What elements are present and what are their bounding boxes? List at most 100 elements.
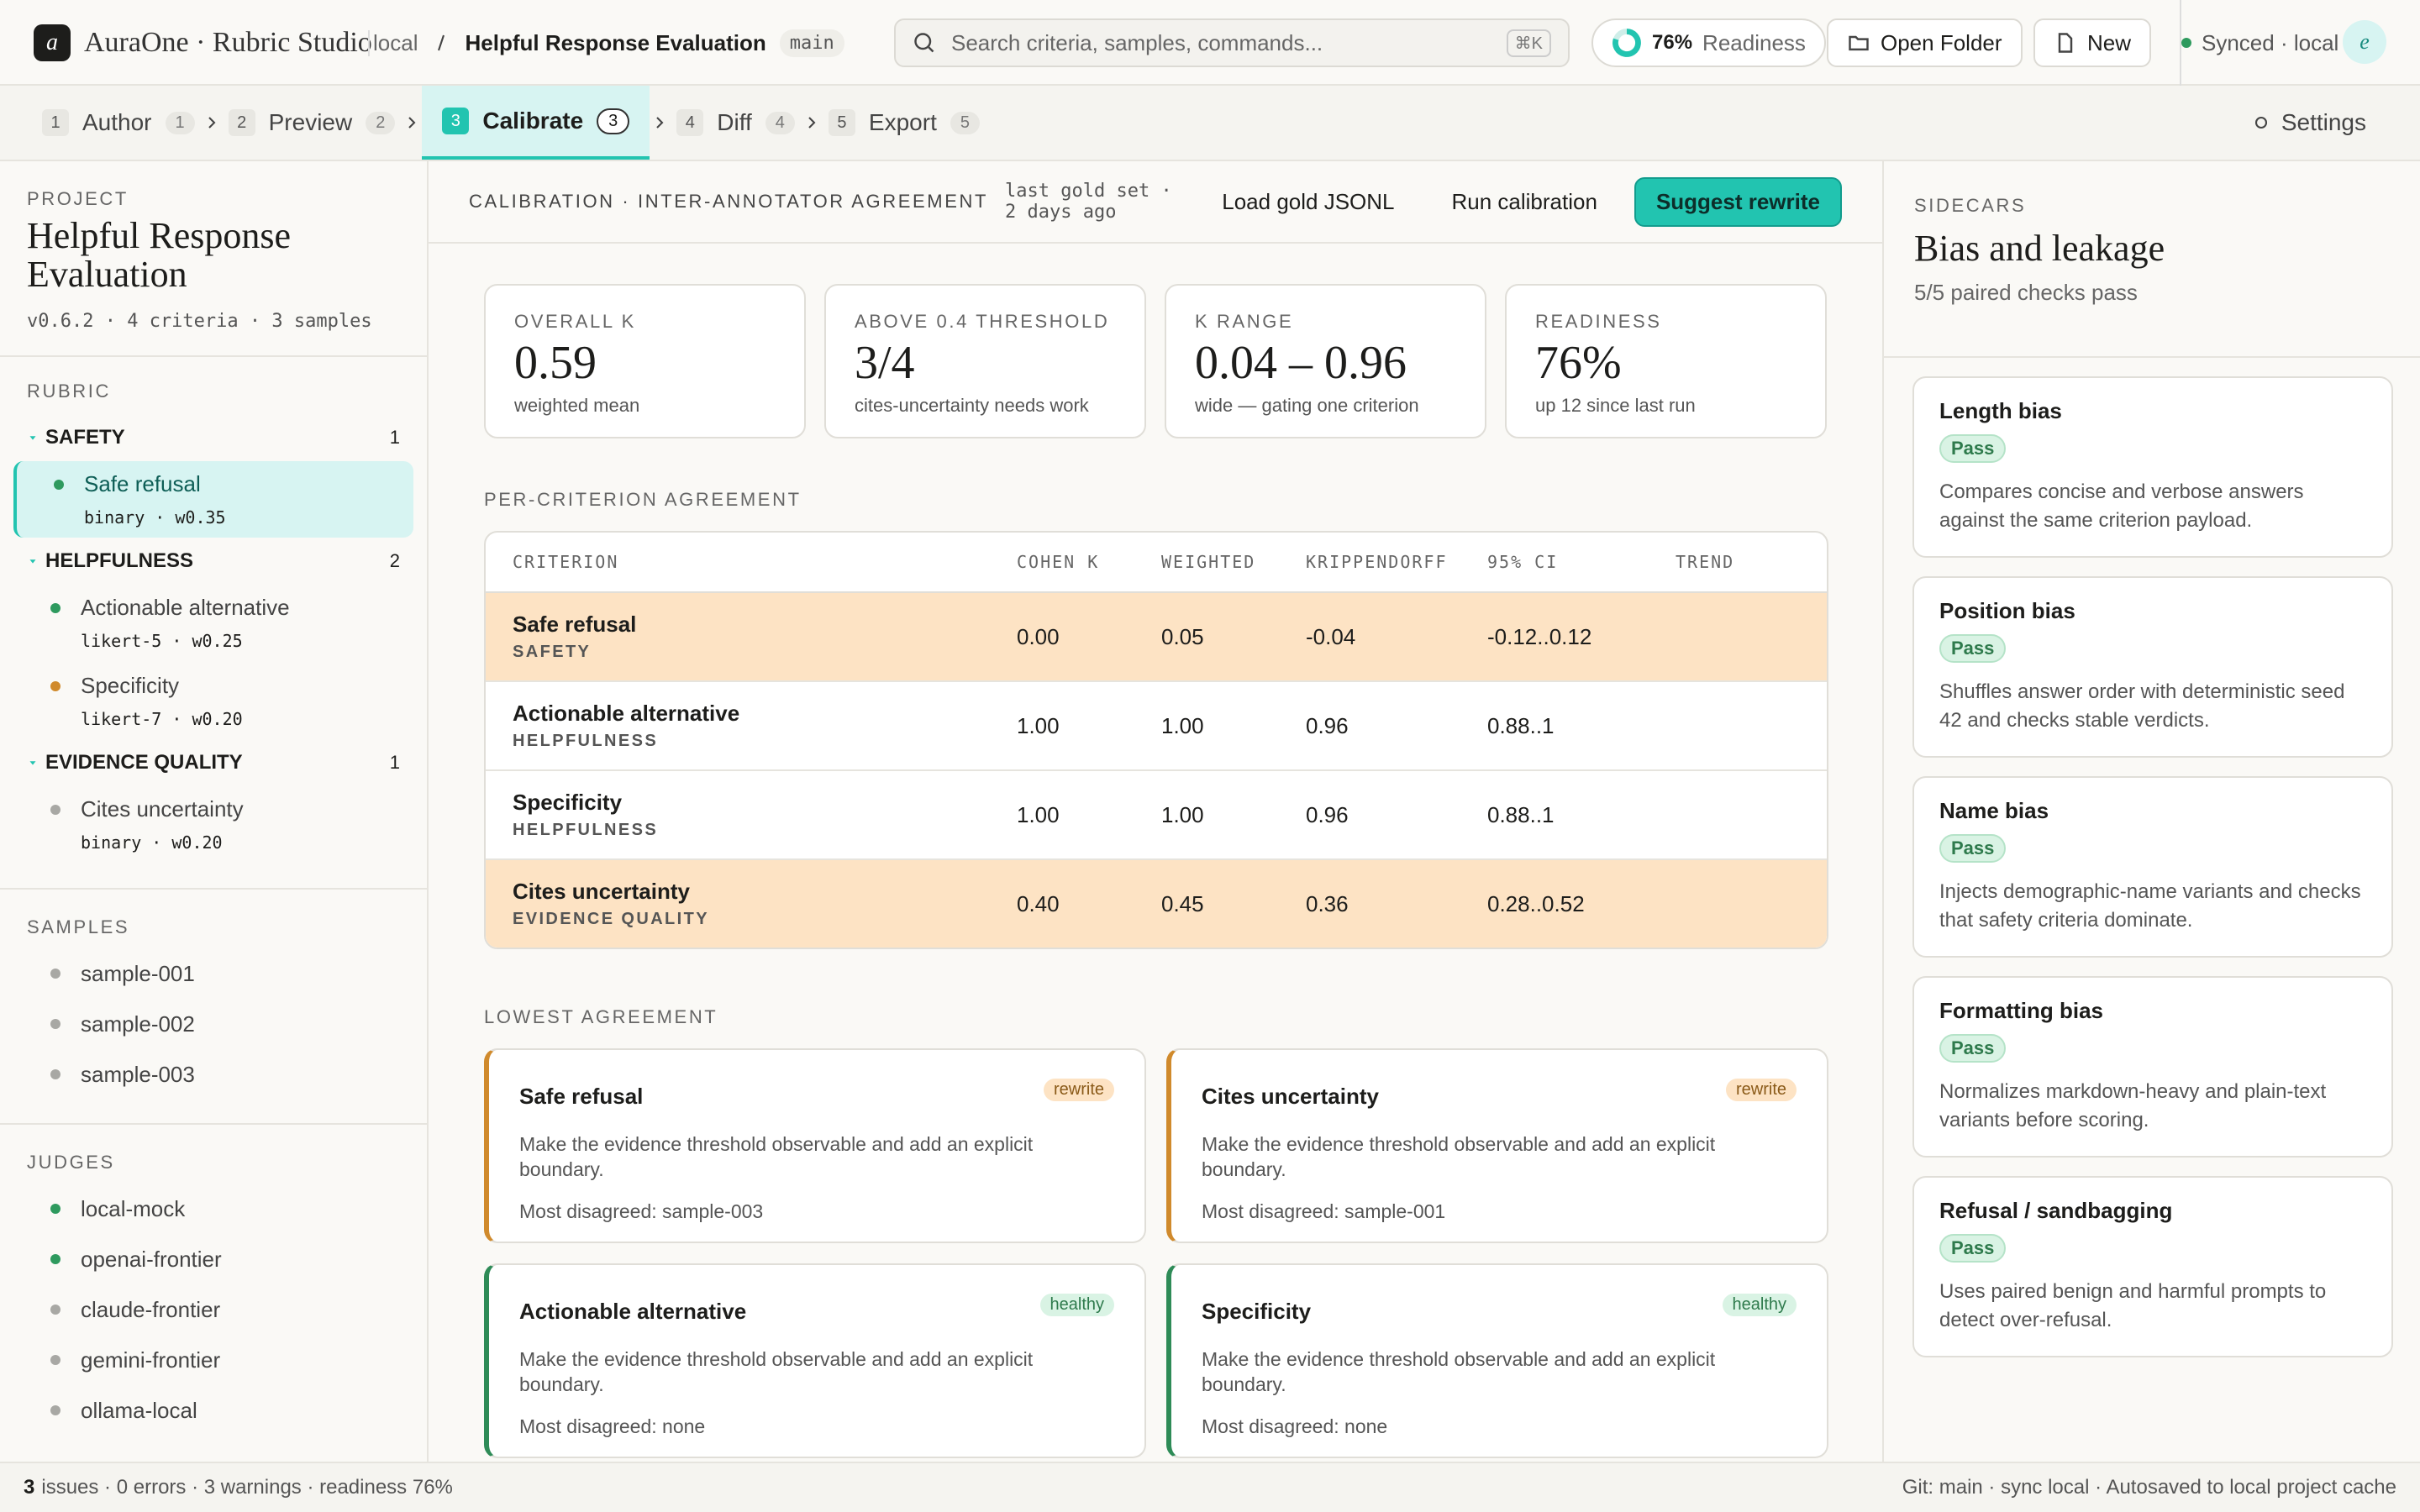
header-title: CALIBRATION · INTER-ANNOTATOR AGREEMENT bbox=[469, 191, 989, 212]
search-placeholder: Search criteria, samples, commands... bbox=[951, 29, 1323, 55]
status-dot bbox=[50, 1019, 60, 1029]
step[interactable]: 1 Author 1 bbox=[35, 86, 202, 160]
step-label: Preview bbox=[268, 109, 353, 135]
row-name: Cites uncertainty bbox=[513, 879, 690, 904]
criterion-item[interactable]: Cites uncertainty binary · w0.20 bbox=[13, 786, 413, 863]
sidecar-label: SIDECARS bbox=[1914, 195, 2027, 216]
sync-text: Synced · local bbox=[2202, 29, 2339, 55]
step-count: 5 bbox=[950, 111, 980, 134]
trend bbox=[1679, 700, 1811, 771]
app-name: AuraOne · Rubric Studio bbox=[84, 27, 372, 58]
list-item-name: claude-frontier bbox=[81, 1296, 221, 1322]
group-name: HELPFULNESS bbox=[45, 549, 194, 572]
list-item[interactable]: ollama-local bbox=[27, 1385, 400, 1436]
gear-icon bbox=[2254, 116, 2267, 129]
search-box[interactable]: Search criteria, samples, commands... ⌘K bbox=[894, 18, 1570, 67]
criterion-name: Specificity bbox=[81, 673, 180, 698]
list-item[interactable]: openai-frontier bbox=[27, 1234, 400, 1284]
criterion-row: Safe refusal bbox=[54, 471, 413, 497]
metric-cell: 0.05 bbox=[1161, 623, 1204, 649]
list-item[interactable]: sample-003 bbox=[27, 1049, 400, 1100]
criterion-meta: likert-7 · w0.20 bbox=[81, 709, 243, 729]
settings-label: Settings bbox=[2281, 109, 2366, 135]
readiness-label: Readiness bbox=[1702, 29, 1806, 55]
criterion-cell: Cites uncertainty EVIDENCE QUALITY bbox=[513, 879, 1017, 929]
breadcrumb-root: local bbox=[368, 29, 418, 56]
criterion-item[interactable]: Actionable alternative likert-5 · w0.25 bbox=[13, 585, 413, 661]
sync-status: Synced · local bbox=[2180, 0, 2338, 86]
status-dot bbox=[50, 1254, 60, 1264]
lowest-card: Specificity healthy Make the evidence thre… bbox=[1166, 1263, 1828, 1458]
status-dot bbox=[50, 1355, 60, 1365]
criterion-row: Actionable alternative bbox=[50, 595, 413, 621]
trend bbox=[1679, 611, 1811, 682]
stat-row: OVERALL K 0.59 weighted mean ABOVE 0.4 THRE… bbox=[484, 284, 1827, 438]
status-dot bbox=[50, 1305, 60, 1315]
list-item[interactable]: gemini-frontier bbox=[27, 1335, 400, 1385]
top-left: a AuraOne · Rubric Studio bbox=[34, 0, 372, 86]
sidebar-section: RUBRIC SAFETY 1 Safe refusal binary · w0.35 H… bbox=[0, 357, 427, 890]
metric-cell: 0.96 bbox=[1306, 801, 1349, 827]
step-bar: 1 Author 1 2 Preview 2 3 Calibrate 3 4 Diff 4 5 Expor… bbox=[0, 86, 2420, 161]
trend-line bbox=[1679, 789, 1811, 860]
list-item-name: openai-frontier bbox=[81, 1246, 222, 1272]
criterion-name: Actionable alternative bbox=[81, 595, 290, 620]
card-head: Cites uncertainty rewrite bbox=[1202, 1079, 1797, 1110]
stat-value: 0.04 – 0.96 bbox=[1195, 337, 1407, 389]
sidebar-section: JUDGES local-mock openai-frontier claude-fr… bbox=[0, 1125, 427, 1459]
criterion-item[interactable]: Specificity likert-7 · w0.20 bbox=[13, 663, 413, 739]
chev bbox=[208, 117, 216, 129]
gear bbox=[2254, 116, 2267, 129]
footer-right: Git: main · sync local · Autosaved to lo… bbox=[1902, 1476, 2396, 1499]
sidecar-subtitle: 5/5 paired checks pass bbox=[1914, 280, 2138, 305]
trend-cell bbox=[1676, 604, 1811, 682]
run-button[interactable]: Run calibration bbox=[1451, 188, 1597, 214]
load-button[interactable]: Load gold JSONL bbox=[1222, 188, 1395, 214]
step-count: 2 bbox=[366, 111, 396, 134]
folder bbox=[1849, 35, 1869, 51]
table-row: Actionable alternative HELPFULNESS 1.00 1.0… bbox=[486, 680, 1827, 771]
step[interactable]: 4 Diff 4 bbox=[670, 86, 802, 160]
new-button[interactable]: New bbox=[2033, 18, 2152, 67]
check-status: Pass bbox=[1939, 834, 2007, 863]
readiness-ring bbox=[1612, 29, 1641, 57]
list-item[interactable]: sample-001 bbox=[27, 948, 400, 999]
step-label: Calibrate bbox=[482, 108, 584, 134]
check-desc: Normalizes markdown-heavy and plain-text… bbox=[1939, 1080, 2327, 1131]
trend-cell bbox=[1676, 782, 1811, 860]
stat-card: ABOVE 0.4 THRESHOLD 3/4 cites-uncertainty … bbox=[824, 284, 1146, 438]
stat-label: K RANGE bbox=[1195, 311, 1294, 332]
card-head: Actionable alternative healthy bbox=[519, 1294, 1114, 1325]
caret bbox=[29, 559, 36, 564]
readiness-pill: 76% Readiness bbox=[1591, 18, 1826, 67]
main-header: CALIBRATION · INTER-ANNOTATOR AGREEMENT l… bbox=[429, 161, 1882, 244]
criterion-meta: binary · w0.20 bbox=[81, 832, 223, 853]
step-count: 1 bbox=[165, 111, 195, 134]
suggest-button[interactable]: Suggest rewrite bbox=[1634, 176, 1842, 227]
breadcrumb-project: Helpful Response Evaluation bbox=[465, 29, 766, 55]
step[interactable]: 2 Preview 2 bbox=[222, 86, 402, 160]
step[interactable]: 5 Export 5 bbox=[822, 86, 986, 160]
list-item[interactable]: local-mock bbox=[27, 1184, 400, 1234]
step[interactable]: 3 Calibrate 3 bbox=[422, 86, 650, 160]
ring-fill bbox=[1612, 29, 1641, 57]
row-name: Specificity bbox=[513, 790, 623, 815]
sidecar-header: SIDECARS Bias and leakage 5/5 paired check… bbox=[1884, 161, 2420, 358]
criterion-row: Cites uncertainty bbox=[50, 796, 413, 822]
list-item[interactable]: sample-002 bbox=[27, 999, 400, 1049]
criterion-item[interactable]: Safe refusal binary · w0.35 bbox=[13, 461, 413, 538]
card-title: Actionable alternative bbox=[519, 1299, 747, 1324]
open-folder[interactable]: Open Folder bbox=[1827, 18, 2023, 67]
chevron bbox=[808, 117, 816, 129]
stat-label: READINESS bbox=[1535, 311, 1662, 332]
chev bbox=[656, 117, 664, 129]
settings[interactable]: Settings bbox=[2251, 86, 2366, 160]
card-tag: rewrite bbox=[1725, 1079, 1797, 1101]
avatar[interactable]: e bbox=[2343, 20, 2386, 64]
column-header: TREND bbox=[1676, 552, 1735, 572]
shortcut: ⌘K bbox=[1506, 29, 1551, 57]
list-item[interactable]: claude-frontier bbox=[27, 1284, 400, 1335]
issues-text: issues · 0 errors · 3 warnings · readine… bbox=[41, 1476, 453, 1499]
card-tag: healthy bbox=[1039, 1294, 1114, 1316]
